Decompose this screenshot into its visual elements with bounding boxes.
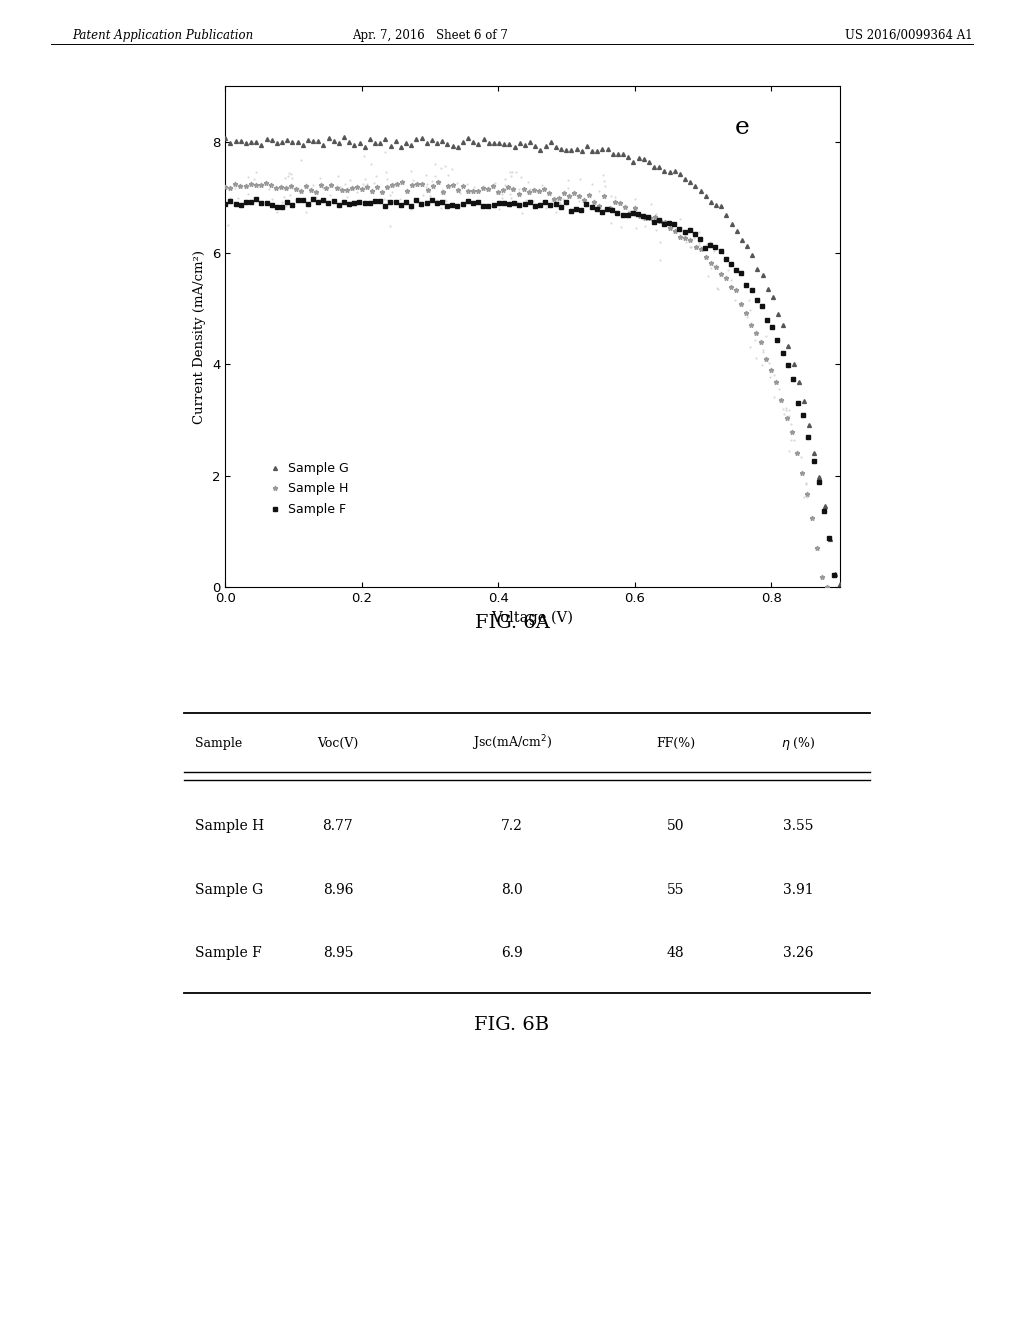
Text: Voc(V): Voc(V) bbox=[317, 737, 358, 750]
Sample F bbox=[818, 503, 830, 519]
Text: 3.55: 3.55 bbox=[783, 820, 814, 833]
Sample F bbox=[389, 194, 401, 210]
Sample H bbox=[699, 249, 712, 265]
Sample G bbox=[338, 129, 350, 145]
Text: e: e bbox=[735, 116, 750, 139]
Sample G bbox=[219, 129, 231, 145]
Sample H bbox=[219, 180, 231, 195]
Sample F bbox=[710, 239, 722, 255]
Line: Sample G: Sample G bbox=[223, 135, 842, 586]
Text: FIG. 6A: FIG. 6A bbox=[474, 614, 550, 632]
Text: FIG. 6B: FIG. 6B bbox=[474, 1016, 550, 1035]
Sample F bbox=[250, 190, 262, 206]
Text: Sample H: Sample H bbox=[195, 820, 264, 833]
X-axis label: Voltage (V): Voltage (V) bbox=[492, 611, 573, 626]
Line: Sample H: Sample H bbox=[223, 180, 829, 589]
Sample H bbox=[345, 180, 357, 195]
Legend: Sample G, Sample H, Sample F: Sample G, Sample H, Sample F bbox=[262, 457, 354, 521]
Sample H bbox=[639, 210, 651, 226]
Text: FF(%): FF(%) bbox=[656, 737, 695, 750]
Text: 50: 50 bbox=[667, 820, 685, 833]
Sample H bbox=[381, 180, 393, 195]
Sample G bbox=[834, 576, 846, 591]
Text: 7.2: 7.2 bbox=[501, 820, 523, 833]
Text: 8.77: 8.77 bbox=[323, 820, 353, 833]
Text: US 2016/0099364 A1: US 2016/0099364 A1 bbox=[845, 29, 973, 42]
Sample H bbox=[558, 185, 570, 201]
Text: 3.91: 3.91 bbox=[783, 883, 814, 896]
Text: Sample G: Sample G bbox=[195, 883, 263, 896]
Line: Sample F: Sample F bbox=[223, 197, 841, 591]
Text: Patent Application Publication: Patent Application Publication bbox=[72, 29, 253, 42]
Sample G bbox=[565, 143, 578, 158]
Text: 55: 55 bbox=[667, 883, 685, 896]
Sample H bbox=[806, 510, 818, 525]
Text: Sample F: Sample F bbox=[195, 946, 261, 960]
Text: 8.0: 8.0 bbox=[501, 883, 523, 896]
Sample G bbox=[648, 160, 660, 176]
Text: $\eta$ (%): $\eta$ (%) bbox=[781, 735, 816, 751]
Sample G bbox=[389, 133, 401, 149]
Sample H bbox=[396, 174, 409, 190]
Text: 3.26: 3.26 bbox=[783, 946, 814, 960]
Sample G bbox=[710, 198, 722, 214]
Text: Sample: Sample bbox=[195, 737, 242, 750]
Text: Jsc(mA/cm$^2$): Jsc(mA/cm$^2$) bbox=[472, 734, 552, 752]
Sample F bbox=[219, 195, 231, 211]
Text: 48: 48 bbox=[667, 946, 685, 960]
Sample F bbox=[565, 203, 578, 219]
Sample G bbox=[353, 135, 366, 150]
Sample G bbox=[818, 499, 830, 515]
Text: Apr. 7, 2016   Sheet 6 of 7: Apr. 7, 2016 Sheet 6 of 7 bbox=[352, 29, 508, 42]
Text: 6.9: 6.9 bbox=[501, 946, 523, 960]
Sample F bbox=[647, 214, 659, 230]
Sample F bbox=[353, 194, 366, 210]
Text: 8.96: 8.96 bbox=[323, 883, 353, 896]
Text: 8.95: 8.95 bbox=[323, 946, 353, 960]
Sample H bbox=[821, 578, 834, 594]
Sample F bbox=[834, 581, 846, 597]
Y-axis label: Current Density (mA/cm²): Current Density (mA/cm²) bbox=[194, 249, 207, 424]
